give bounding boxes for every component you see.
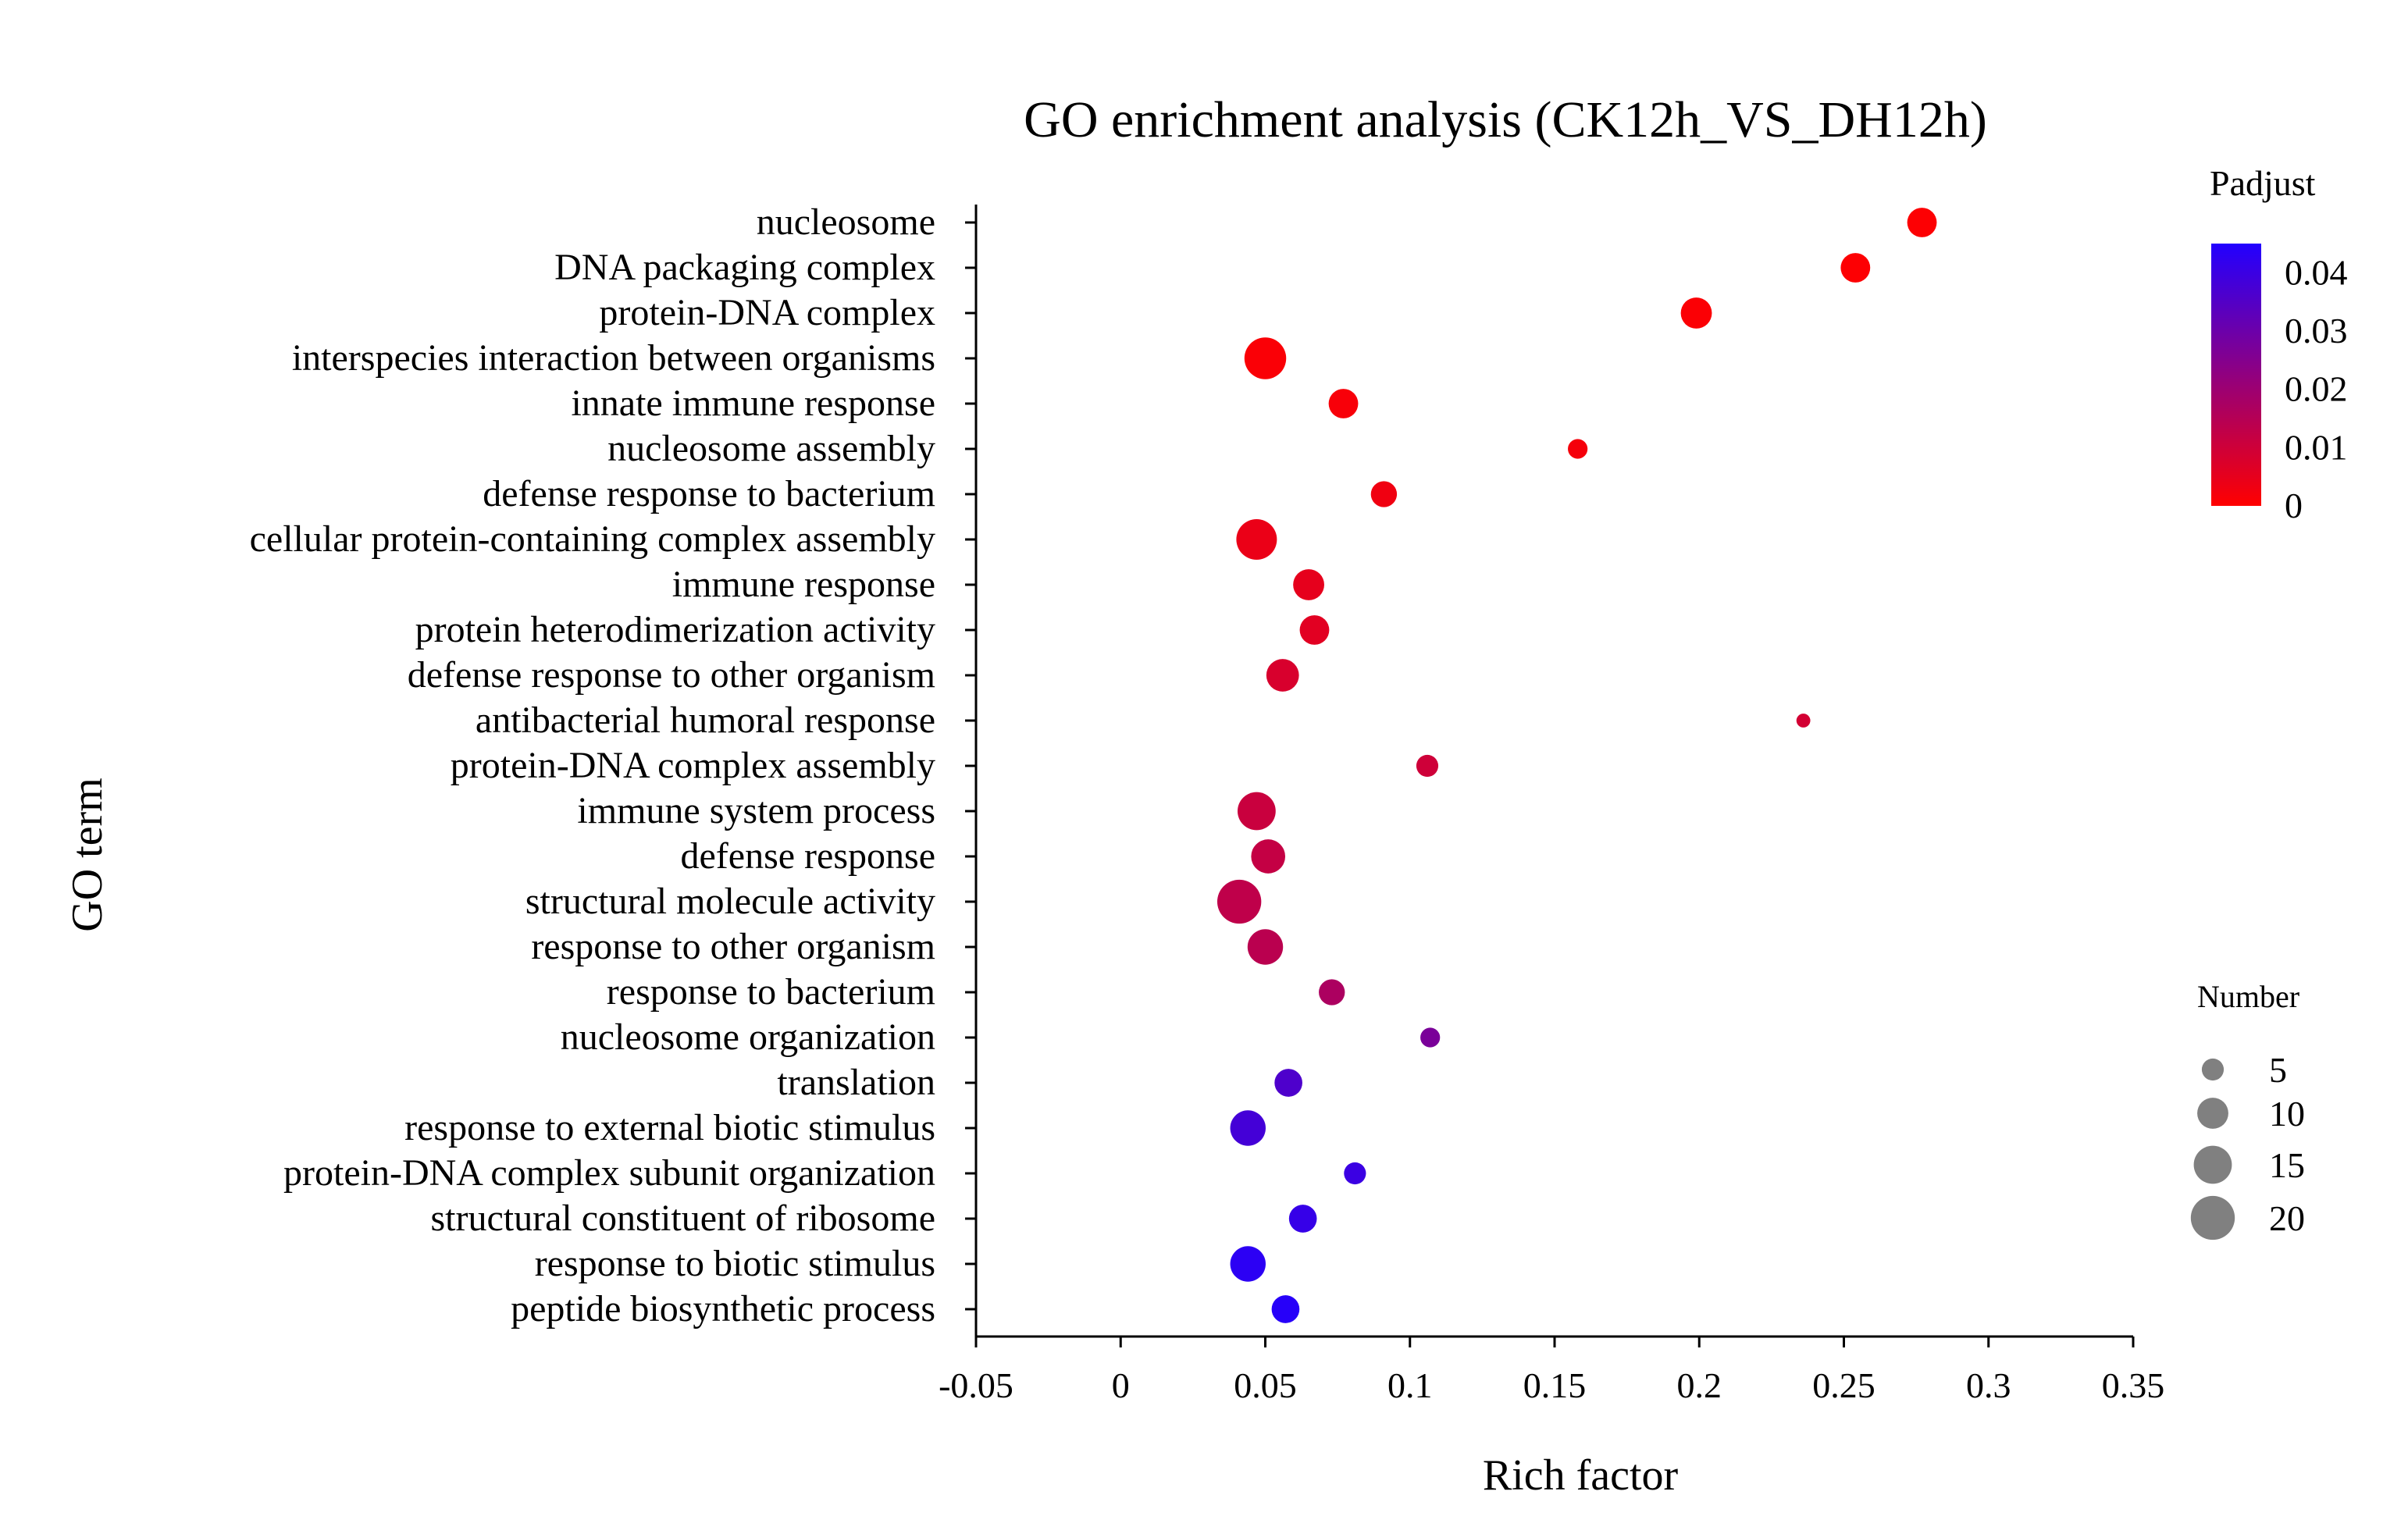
y-tick-label: translation — [777, 1062, 935, 1103]
y-tick-label: response to biotic stimulus — [535, 1243, 935, 1284]
data-point — [1840, 253, 1871, 283]
data-point — [1416, 754, 1439, 778]
y-tick-label: peptide biosynthetic process — [511, 1288, 935, 1329]
data-point — [1251, 839, 1286, 874]
color-tick-label: 0.02 — [2285, 369, 2348, 409]
y-axis-title: GO term — [63, 778, 112, 932]
y-tick-label: DNA packaging complex — [554, 247, 935, 288]
color-legend-ticks: 0 0.01 0.02 0.03 0.04 — [2285, 252, 2348, 525]
data-point — [1344, 1162, 1366, 1185]
y-tick-label: antibacterial humoral response — [476, 699, 935, 741]
y-tick-label: protein heterodimerization activity — [415, 609, 935, 650]
y-tick-label: nucleosome organization — [561, 1016, 935, 1058]
y-tick-label: defense response — [680, 835, 935, 877]
data-point — [1907, 208, 1937, 237]
x-tick-label: 0 — [1112, 1365, 1130, 1405]
size-legend-label: 15 — [2269, 1145, 2305, 1185]
x-tick-label: 0.1 — [1387, 1365, 1433, 1405]
data-point — [1216, 879, 1262, 924]
y-tick-label: immune system process — [577, 790, 935, 831]
data-points — [1216, 208, 1937, 1323]
size-legend-label: 10 — [2269, 1094, 2305, 1134]
x-tick-label: 0.25 — [1812, 1365, 1875, 1405]
x-tick-label: 0.2 — [1677, 1365, 1722, 1405]
data-point — [1420, 1027, 1441, 1048]
color-tick-label: 0.01 — [2285, 427, 2348, 467]
data-point — [1796, 714, 1811, 728]
data-point — [1319, 979, 1345, 1006]
data-point — [1288, 1205, 1317, 1233]
color-legend-bar — [2211, 244, 2261, 506]
data-point — [1680, 297, 1712, 329]
color-legend-title: Padjust — [2210, 163, 2316, 203]
data-point — [1328, 389, 1359, 418]
x-tick-label: 0.3 — [1966, 1365, 2011, 1405]
data-point — [1266, 659, 1299, 692]
data-point — [1271, 1295, 1300, 1323]
y-tick-label: cellular protein-containing complex asse… — [250, 518, 935, 560]
data-point — [1568, 439, 1588, 459]
size-legend-items: 510 15 20 — [2190, 1050, 2305, 1240]
x-tick-label: 0.15 — [1523, 1365, 1587, 1405]
color-tick-label: 0.04 — [2285, 252, 2348, 292]
size-legend-dot — [2201, 1058, 2225, 1081]
y-tick-label: response to other organism — [531, 926, 935, 967]
color-tick-label: 0 — [2285, 486, 2303, 525]
data-point — [1370, 481, 1398, 507]
x-tick-label: 0.05 — [1234, 1365, 1297, 1405]
data-point — [1274, 1069, 1302, 1097]
y-tick-label: immune response — [672, 564, 935, 605]
y-tick-label: defense response to bacterium — [483, 473, 935, 514]
color-tick-label: 0.03 — [2285, 311, 2348, 351]
data-point — [1237, 792, 1276, 831]
y-tick-label: protein-DNA complex assembly — [451, 745, 935, 786]
chart-title: GO enrichment analysis (CK12h_VS_DH12h) — [1024, 91, 1987, 148]
data-point — [1244, 337, 1287, 379]
data-point — [1230, 1110, 1266, 1146]
y-tick-label: protein-DNA complex subunit organization — [283, 1152, 935, 1194]
x-axis-title: Rich factor — [1483, 1451, 1679, 1500]
x-tick-label: -0.05 — [939, 1365, 1013, 1405]
y-tick-label: interspecies interaction between organis… — [292, 337, 935, 379]
size-legend: Number 510 15 20 — [2190, 979, 2305, 1240]
y-tick-label: protein-DNA complex — [599, 292, 935, 333]
data-point — [1299, 615, 1330, 645]
y-tick-label: response to external biotic stimulus — [404, 1107, 935, 1148]
y-tick-label: response to bacterium — [607, 971, 935, 1013]
size-legend-dot — [2197, 1098, 2228, 1129]
size-legend-dot — [2190, 1195, 2235, 1240]
size-legend-label: 5 — [2269, 1050, 2287, 1090]
color-legend: Padjust 0 0.01 0.02 0.03 0.04 — [2210, 163, 2348, 525]
size-legend-title: Number — [2197, 979, 2299, 1014]
x-axis: -0.05 0 0.05 0.1 0.15 0.2 0.25 0.3 0.35 — [939, 1335, 2165, 1405]
size-legend-label: 20 — [2269, 1198, 2305, 1238]
y-tick-label: structural molecule activity — [525, 881, 935, 922]
y-tick-label: structural constituent of ribosome — [430, 1198, 935, 1239]
data-point — [1293, 569, 1324, 600]
size-legend-dot — [2193, 1145, 2232, 1184]
data-point — [1247, 929, 1284, 965]
y-tick-label: nucleosome assembly — [607, 428, 935, 469]
y-tick-label: nucleosome — [757, 201, 935, 243]
y-tick-label: innate immune response — [571, 383, 935, 424]
data-point — [1230, 1246, 1266, 1282]
data-point — [1236, 519, 1277, 560]
x-tick-label: 0.35 — [2102, 1365, 2165, 1405]
y-tick-label: defense response to other organism — [408, 654, 935, 696]
